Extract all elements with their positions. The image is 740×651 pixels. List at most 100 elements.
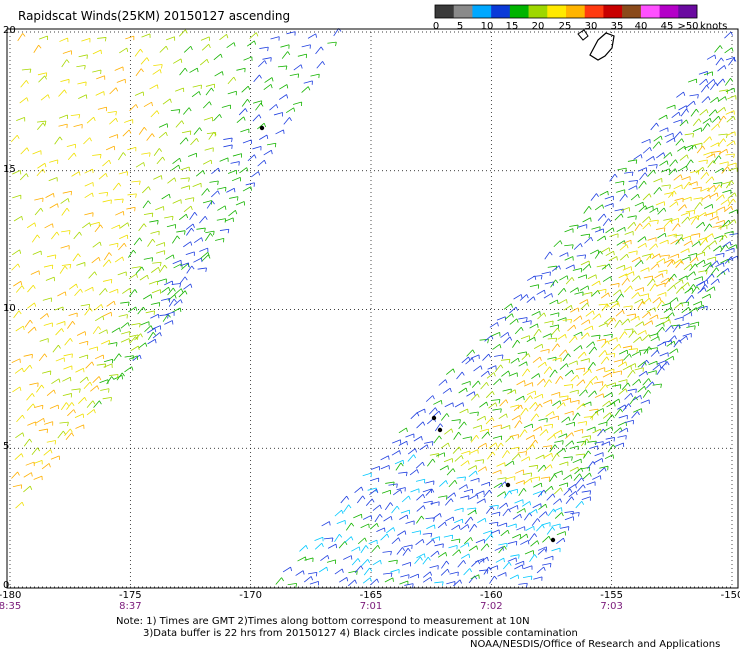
wind-barb — [544, 453, 553, 457]
wind-barb — [700, 109, 708, 115]
wind-barb — [632, 276, 640, 282]
wind-barb — [16, 502, 24, 508]
wind-barb — [16, 117, 25, 121]
wind-barb — [547, 494, 555, 501]
wind-barb — [60, 79, 69, 83]
wind-barb — [607, 415, 615, 422]
wind-barb — [228, 91, 237, 95]
wind-barb — [497, 463, 506, 467]
colorbar-segment — [660, 5, 679, 18]
wind-barb — [615, 409, 623, 416]
wind-barb — [120, 302, 129, 306]
wind-barb — [724, 32, 732, 38]
wind-barb — [228, 170, 237, 174]
wind-barb — [653, 142, 661, 149]
wind-barb — [73, 254, 81, 261]
wind-barb — [684, 182, 692, 189]
colorbar-label: 15 — [506, 21, 519, 32]
wind-barb — [508, 524, 517, 528]
wind-barb — [423, 533, 432, 537]
wind-barb — [547, 435, 555, 441]
wind-barb — [410, 469, 418, 475]
wind-barb — [704, 204, 713, 208]
x-tick-label: -165 — [360, 590, 383, 601]
wind-barb — [638, 237, 646, 242]
wind-barb — [49, 177, 58, 181]
wind-barb — [486, 418, 494, 425]
wind-barb — [718, 134, 727, 138]
wind-barb — [590, 376, 598, 382]
wind-barb — [279, 84, 288, 89]
wind-barb — [688, 79, 697, 83]
wind-barb — [558, 334, 567, 339]
wind-barb — [106, 146, 115, 150]
wind-barb — [462, 357, 470, 363]
wind-barb — [581, 261, 590, 265]
wind-barb — [53, 345, 61, 352]
wind-barb — [274, 113, 283, 117]
wind-barb — [246, 183, 255, 187]
wind-barb — [411, 413, 419, 419]
wind-barb — [200, 59, 208, 65]
wind-barb — [63, 393, 72, 397]
wind-barb — [15, 433, 23, 438]
wind-barb — [533, 483, 542, 487]
wind-barb — [215, 71, 224, 76]
wind-barb — [158, 279, 167, 283]
wind-barb — [100, 380, 109, 384]
wind-barb — [644, 276, 653, 280]
wind-barb — [160, 46, 168, 52]
wind-barb — [185, 198, 194, 202]
colorbar-segment — [641, 5, 660, 18]
wind-barb — [512, 454, 520, 460]
wind-barb — [715, 253, 724, 257]
wind-barb — [441, 561, 449, 568]
wind-barb — [623, 404, 631, 411]
wind-barb — [202, 188, 210, 195]
wind-barb — [254, 75, 262, 82]
wind-barb — [414, 436, 423, 441]
wind-barb — [128, 307, 137, 312]
wind-barb — [152, 262, 161, 266]
wind-barb — [444, 429, 452, 434]
wind-barb — [339, 577, 348, 582]
wind-barb — [727, 116, 735, 122]
wind-barb — [125, 36, 134, 40]
wind-barb — [651, 337, 660, 341]
wind-barb — [186, 252, 195, 256]
wind-barb — [481, 544, 489, 551]
wind-barb — [727, 132, 736, 136]
wind-barb — [533, 577, 542, 581]
wind-barb — [604, 427, 613, 431]
wind-barb — [702, 246, 710, 253]
wind-barb — [92, 154, 101, 158]
wind-barb — [702, 294, 711, 298]
wind-barb — [40, 313, 48, 319]
wind-barb — [92, 257, 100, 263]
wind-barb — [397, 547, 405, 554]
wind-barb — [186, 224, 194, 230]
wind-barb — [392, 506, 400, 513]
wind-barb — [460, 524, 468, 529]
wind-barb — [518, 318, 527, 322]
wind-barb — [71, 115, 80, 119]
wind-barb — [370, 523, 378, 529]
wind-barb — [399, 515, 408, 519]
wind-barb — [464, 489, 473, 493]
wind-barb — [211, 191, 219, 197]
wind-barb — [61, 198, 69, 203]
wind-barb — [103, 397, 112, 401]
wind-barb — [466, 392, 475, 397]
wind-barb — [441, 443, 449, 448]
wind-barb — [222, 105, 231, 109]
wind-barb — [337, 520, 346, 524]
wind-barb — [551, 392, 560, 396]
wind-barb — [115, 257, 123, 262]
wind-barb — [112, 328, 121, 333]
wind-barb — [140, 275, 149, 280]
wind-barb — [492, 409, 501, 413]
wind-barb — [552, 401, 560, 406]
wind-barb — [500, 400, 508, 406]
plot-frame — [7, 29, 738, 588]
wind-barb — [193, 258, 202, 262]
